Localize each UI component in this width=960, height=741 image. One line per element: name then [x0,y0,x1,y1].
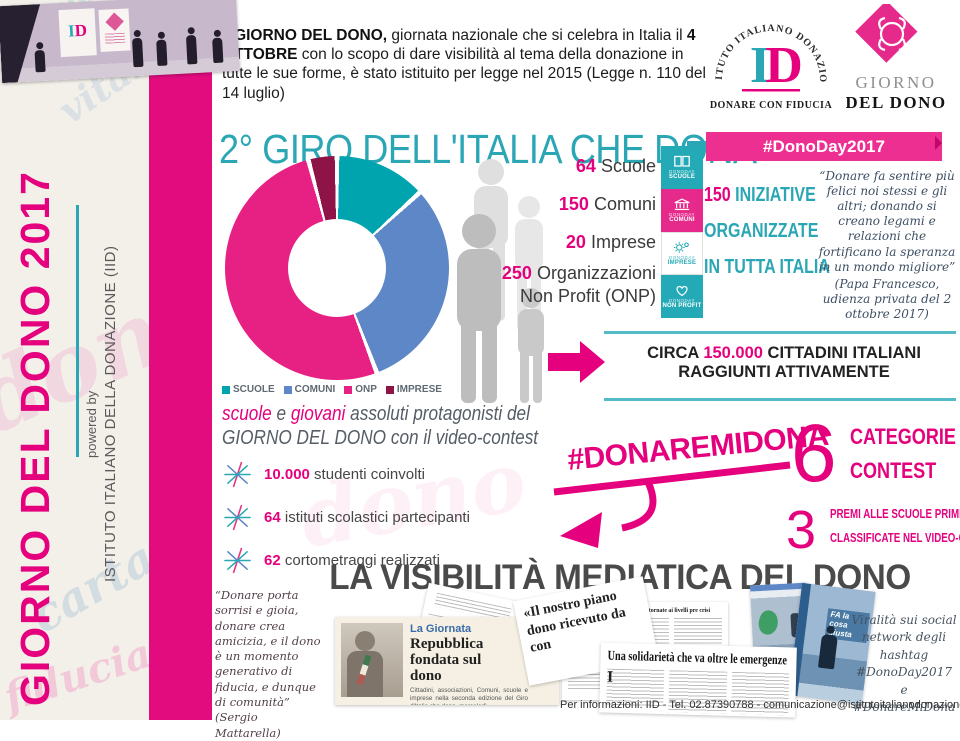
divider-line [604,398,956,401]
iid-logo: ISTITUTO ITALIANO DONAZIONE I D DONARE C… [702,0,833,111]
hashtag-arrow [553,461,791,548]
book-icon [674,155,690,167]
iid-letter-i: I [750,37,770,94]
legend-swatch [344,385,353,394]
legend-swatch [222,385,230,394]
sidebar-title: GIORNO DEL DONO 2017 [12,170,58,706]
stat-scuole: 64 Scuole [575,156,656,176]
stage-id-panel: ID [58,8,97,58]
legend-swatch [283,385,292,394]
categorie-line1: CATEGORIE [850,424,956,449]
people-silhouettes [457,159,544,403]
stage-diamond-sign [98,8,131,52]
clipping-body: Cittadini, associazioni, Comuni, scuole … [410,687,528,705]
iniziative-line3: IN TUTTA ITALIA [704,256,830,278]
quote-text: “Donare fa sentire più felici noi stessi… [818,169,956,274]
premi-number: 3 [786,500,817,560]
donoday-badge: DONODAY NON PROFIT [661,275,703,318]
stat-imprese: 20 Imprese [565,232,656,252]
donut-chart [225,156,449,380]
arrow-right-icon [548,341,605,383]
legend-item: IMPRESE [385,384,442,395]
sidebar: sociale vitale dono carta fiducia GIORNO… [0,0,212,720]
legend-item: COMUNI [283,384,335,395]
person-silhouette [212,37,224,64]
heart-icon [676,285,688,297]
viralita-note: Viralità sui social network degli hashta… [851,613,957,714]
sidebar-divider [76,205,79,457]
person-silhouette [156,39,168,67]
divider-line [604,331,956,334]
clipping-headline: Repubblica fondata sul dono [410,636,484,684]
person-silhouette [34,49,46,73]
sidebar-pink-bar [149,0,212,720]
donoday-badges: DONODAY SCUOLE DONODAY COMUNI DONODAY IMPRE… [661,146,703,318]
clipping-kicker: La Giornata [410,623,472,635]
categorie-number: 6 [791,408,837,499]
stat-comuni: 150 Comuni [558,194,656,214]
bullet-studenti: 10.000 studenti coinvolti [224,461,425,488]
categorie-line2: CONTEST [850,458,937,483]
iid-letter-d: D [765,37,803,94]
star-bullet-icon [224,547,251,574]
papa-francesco-quote: “Donare fa sentire più felici noi stessi… [816,169,958,322]
quote-attribution: (Papa Francesco, udienza privata del 2 o… [822,276,952,321]
legend-item: ONP [344,384,377,395]
logo-block: ISTITUTO ITALIANO DONAZIONE I D DONARE C… [702,0,954,130]
legend-swatch [385,385,394,394]
intro-bold-giorno: GIORNO DEL DONO, [234,26,388,44]
donoday-banner: #DonoDay2017 [706,132,942,161]
person-silhouette [185,34,198,65]
giorno-del-dono-logo: GIORNO DEL DONO [846,4,947,112]
donoday-badge: DONODAY COMUNI [661,189,703,232]
donoday-badge: DONODAY SCUOLE [661,146,703,189]
quote-attribution: (Sergio Mattarella) [215,710,281,740]
green-figure [756,608,781,637]
chart-legend: SCUOLE COMUNI ONP IMPRESE [222,384,472,395]
donoday-badge: DONODAY IMPRESE [661,232,703,275]
banner-label: #DonoDay2017 [763,136,885,156]
title-underline [687,141,717,147]
donut-hole [288,219,386,317]
mattarella-quote: “Donare porta sorrisi e gioia, donare cr… [215,588,327,741]
event-photo: ID [0,0,240,84]
clipping-headline: Una solidarietà che va oltre le emergenz… [607,647,788,668]
iniziative-line2: ORGANIZZATE [704,220,819,242]
gears-icon [673,242,689,253]
reach-statement: CIRCA 150.000 CITTADINI ITALIANI RAGGIUN… [647,344,921,382]
la-giornata-clipping: La Giornata Repubblica fondata sul dono … [335,617,559,705]
iniziative-line1: 150 INIZIATIVE [704,184,816,206]
bank-icon [674,198,690,211]
person-silhouette [817,633,838,670]
bullet-istituti: 64 istituti scolastici partecipanti [224,504,470,531]
gdd-line1: GIORNO [855,73,936,92]
video-contest-heading: scuole e giovani assoluti protagonisti d… [222,403,539,450]
premi-line1: PREMI ALLE SCUOLE PRIME [830,506,960,521]
powered-by-label: powered by [84,390,99,458]
star-bullet-icon [224,504,251,531]
intro-bold-date: 4 OTTOBRE [222,26,696,63]
star-bullet-icon [224,461,251,488]
person-silhouette [132,37,144,68]
gdd-line2: DEL DONO [846,93,947,112]
intro-paragraph: Il GIORNO DEL DONO, giornata nazionale c… [222,26,706,102]
stat-onp: 250 Organizzazioni Non Profit (ONP) [501,263,656,306]
premi-line2: CLASSIFICATE NEL VIDEO-CONTEST [830,530,960,545]
quote-text: “Donare porta sorrisi e gioia, donare cr… [215,588,321,709]
sidebar-org-label: ISTITUTO ITALIANO DELLA DONAZIONE (IID) [102,245,119,583]
iid-tagline: DONARE CON FIDUCIA [710,100,833,111]
footer-contacts: Per informazioni: IID - Tel. 02.87390788… [560,699,960,711]
bullet-cortometraggi: 62 cortometraggi realizzati [224,547,440,574]
pope-photo [341,623,403,697]
legend-item: SCUOLE [222,384,275,395]
